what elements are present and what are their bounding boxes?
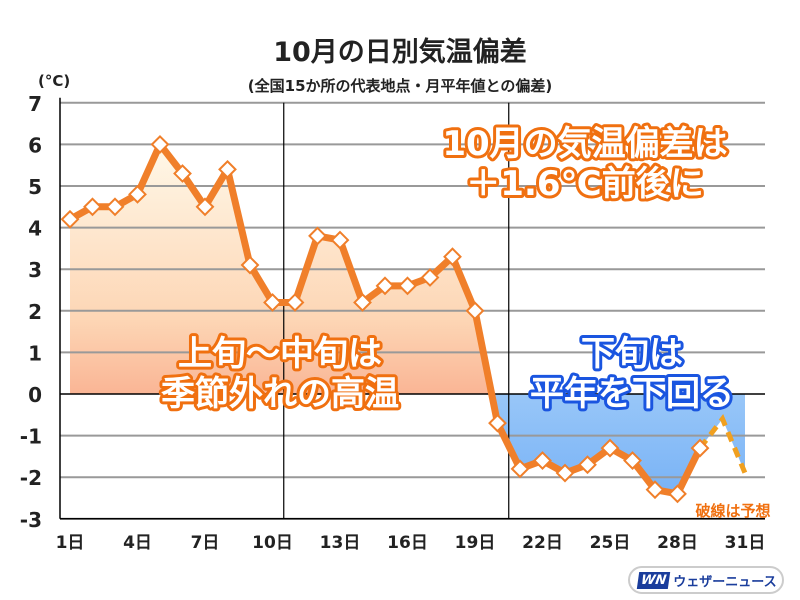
data-point — [240, 255, 260, 275]
data-point — [285, 293, 305, 312]
x-tick-label: 10日 — [252, 533, 293, 553]
x-tick-label: 31日 — [725, 533, 766, 553]
data-point — [600, 438, 620, 458]
monthly-anomaly-annotation: ＋1.6℃前後に — [466, 164, 703, 204]
x-tick-label: 4日 — [123, 533, 152, 553]
x-tick-label: 28日 — [657, 533, 698, 553]
data-point — [195, 197, 215, 217]
y-tick-label: 6 — [28, 133, 42, 157]
data-point — [488, 413, 507, 433]
monthly-anomaly-annotation: 10月の気温偏差は — [442, 124, 727, 164]
logo-text: ウェザーニュース — [673, 574, 777, 590]
data-point — [330, 230, 350, 250]
y-tick-label: 7 — [28, 92, 42, 116]
data-point — [623, 451, 642, 470]
x-tick-label: 13日 — [320, 533, 361, 553]
chart-title: 10月の日別気温偏差 — [273, 37, 527, 68]
data-point — [308, 226, 327, 246]
y-tick-label: 3 — [28, 258, 42, 282]
x-tick-label: 19日 — [455, 533, 496, 553]
data-point — [443, 247, 462, 267]
weathernews-logo: WN ウェザーニュース — [628, 566, 784, 594]
data-point — [83, 197, 102, 217]
wn-logo-mark: WN — [636, 571, 671, 589]
x-tick-label: 25日 — [590, 533, 631, 553]
data-point — [465, 301, 485, 321]
forecast-note: 破線は予想 — [695, 502, 770, 520]
y-tick-label: 1 — [28, 341, 42, 365]
data-point — [420, 268, 440, 287]
data-point — [398, 276, 417, 296]
data-point — [150, 134, 170, 154]
y-tick-label: -2 — [20, 466, 42, 490]
data-point — [533, 451, 552, 470]
x-tick-label: 16日 — [387, 533, 428, 553]
data-point — [60, 209, 80, 229]
data-point — [578, 455, 597, 475]
data-point — [690, 438, 710, 458]
positive-area — [70, 144, 745, 394]
late-annotation: 下旬は — [581, 334, 683, 374]
data-point — [353, 293, 372, 312]
late-annotation: 平年を下回る — [530, 374, 734, 414]
early-mid-annotation: 季節外れの高温 — [161, 374, 399, 414]
early-mid-annotation: 上旬～中旬は — [178, 334, 382, 374]
data-point — [510, 459, 530, 479]
chart-subtitle: (全国15か所の代表地点・月平年値との偏差) — [247, 77, 553, 95]
y-tick-label: 0 — [28, 383, 42, 407]
y-axis-unit: (°C) — [38, 72, 71, 90]
y-tick-label: -1 — [20, 425, 42, 449]
data-point — [173, 164, 192, 183]
data-point — [555, 463, 575, 483]
data-point — [105, 197, 125, 217]
data-point — [128, 184, 147, 204]
x-tick-label: 22日 — [522, 533, 563, 553]
y-tick-label: 2 — [28, 300, 42, 324]
y-tick-label: 5 — [28, 175, 42, 199]
data-point — [263, 293, 282, 312]
x-tick-label: 7日 — [191, 533, 220, 553]
data-point — [668, 484, 687, 504]
y-tick-label: -3 — [20, 508, 42, 532]
data-point — [645, 480, 665, 500]
forecast-line — [698, 414, 748, 475]
y-tick-label: 4 — [28, 217, 42, 241]
data-point — [375, 276, 395, 296]
data-point — [218, 159, 237, 179]
x-tick-label: 1日 — [56, 533, 85, 553]
